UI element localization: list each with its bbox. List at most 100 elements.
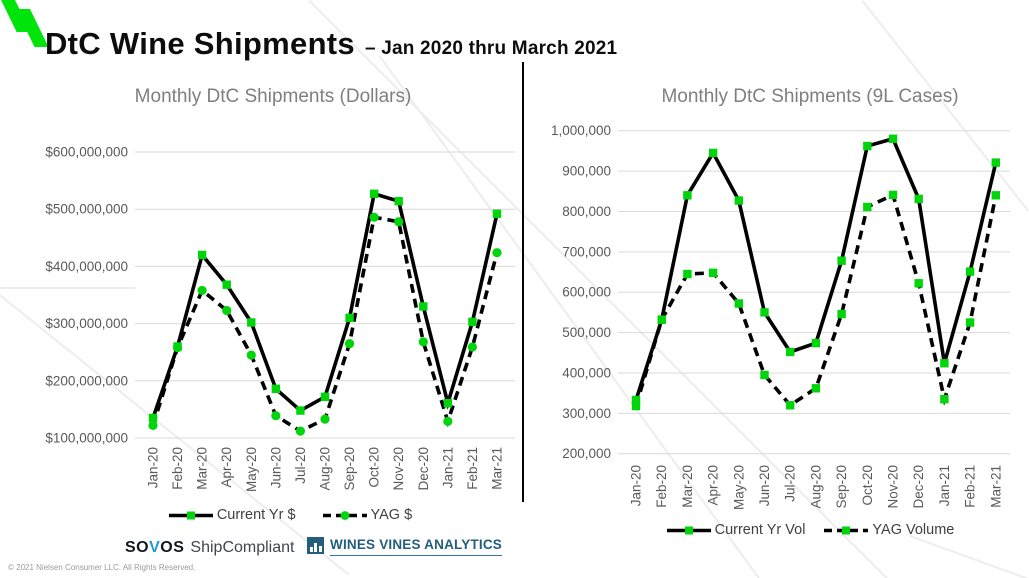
y-tick-label: 400,000 — [562, 365, 611, 380]
y-tick-label: 300,000 — [562, 406, 611, 421]
legend-label-current-yr-vol: Current Yr Vol — [714, 522, 806, 538]
data-point-marker — [914, 194, 923, 204]
series-markers-current-yr-vol — [631, 134, 1000, 405]
x-axis-labels: Jan-20 Feb-20 Mar-20 Apr-20 May-20 Jun-20 Jul-… — [629, 465, 1004, 510]
cases-chart-legend: Current Yr Vol YAG Volume — [560, 522, 1029, 538]
x-axis-labels: Jan-20 Feb-20 Mar-20 Apr-20 May-20 Jun-20 Jul-… — [146, 447, 505, 492]
y-tick-label: $100,000,000 — [45, 431, 128, 446]
x-tick-label: Jan-20 — [146, 447, 161, 488]
x-tick-label: Mar-20 — [680, 465, 695, 508]
y-tick-label: 600,000 — [562, 285, 611, 300]
data-point-marker — [222, 280, 231, 289]
data-point-marker — [837, 309, 846, 319]
data-point-marker — [320, 392, 330, 402]
legend-marker-sample — [842, 526, 851, 534]
data-point-marker — [271, 384, 281, 394]
data-point-marker — [965, 267, 975, 276]
x-tick-label: Mar-21 — [489, 447, 504, 490]
data-point-marker — [888, 190, 898, 200]
y-tick-label: $600,000,000 — [45, 145, 128, 160]
series-line-yag-volume — [634, 192, 998, 408]
x-tick-label: Apr-20 — [219, 447, 234, 488]
legend-swatch-yag- — [322, 510, 367, 520]
x-tick-label: Jul-20 — [783, 465, 798, 502]
data-point-marker — [344, 339, 355, 349]
data-point-marker — [148, 420, 158, 431]
data-point-marker — [172, 343, 183, 353]
cases-chart-title: Monthly DtC Shipments (9L Cases) — [661, 86, 959, 107]
data-point-marker — [760, 308, 769, 317]
x-tick-label: Mar-21 — [988, 465, 1003, 508]
x-tick-label: Aug-20 — [317, 447, 332, 491]
data-point-marker — [148, 413, 158, 423]
x-tick-label: Oct-20 — [860, 465, 875, 506]
data-point-marker — [888, 134, 898, 143]
data-point-marker — [734, 299, 743, 308]
background-horizontal-line — [0, 287, 135, 289]
y-tick-label: $400,000,000 — [45, 259, 128, 274]
page-title: DtC Wine Shipments – Jan 2020 thru March … — [45, 26, 617, 62]
data-point-marker — [222, 305, 232, 316]
data-point-marker — [863, 141, 872, 151]
data-point-marker — [991, 158, 1000, 167]
data-point-marker — [247, 318, 256, 327]
legend-swatch-current-yr- — [168, 511, 213, 519]
x-tick-label: Aug-20 — [808, 465, 823, 509]
series-markers-yag-volume — [631, 190, 1000, 411]
x-tick-label: Nov-20 — [391, 447, 406, 491]
data-point-marker — [811, 338, 821, 348]
y-axis-labels: 200,000 300,000 400,000 500,000 600,000 700,0… — [551, 123, 611, 461]
data-point-marker — [657, 315, 666, 324]
data-point-marker — [296, 406, 305, 415]
x-tick-label: Nov-20 — [886, 465, 901, 509]
panel-divider — [522, 62, 524, 502]
data-point-marker — [991, 191, 1000, 200]
y-tick-label: $300,000,000 — [45, 316, 128, 331]
data-point-marker — [708, 148, 718, 158]
legend-label-current-yr-: Current Yr $ — [216, 507, 296, 523]
x-tick-label: Feb-21 — [963, 465, 978, 508]
title-main: DtC Wine Shipments — [45, 26, 355, 61]
title-subtitle: – Jan 2020 thru March 2021 — [364, 38, 618, 59]
legend-label-yag-volume: YAG Volume — [872, 522, 955, 538]
y-axis-labels: $100,000,000 $200,000,000 $300,000,000 $400… — [45, 145, 128, 446]
y-tick-label: 900,000 — [562, 164, 611, 179]
data-point-marker — [345, 313, 354, 323]
data-point-marker — [320, 414, 330, 424]
data-point-marker — [631, 401, 641, 411]
x-tick-label: Jun-20 — [268, 447, 283, 488]
sovos-shipcompliant-logo: SOVOS ShipCompliant — [125, 539, 294, 557]
legend-marker-sample — [340, 510, 349, 520]
wines-vines-analytics-logo: WINES VINES ANALYTICS — [307, 537, 502, 556]
legend-item-yag-volume: YAG Volume — [823, 522, 954, 538]
data-point-marker — [940, 394, 949, 404]
data-point-marker — [418, 337, 428, 347]
data-point-marker — [940, 359, 949, 368]
y-tick-label: 1,000,000 — [551, 123, 611, 138]
y-tick-label: 800,000 — [562, 204, 611, 219]
x-tick-label: May-20 — [244, 447, 259, 492]
dollars-chart-legend: Current Yr $ YAG $ — [40, 507, 540, 523]
legend-item-current-yr-vol: Current Yr Vol — [666, 522, 806, 538]
data-point-marker — [492, 248, 502, 258]
data-point-marker — [760, 370, 769, 380]
sovos-wordmark: SOVOS — [125, 539, 185, 556]
data-point-marker — [369, 189, 379, 198]
shipcompliant-wordmark: ShipCompliant — [190, 539, 295, 556]
data-point-marker — [467, 342, 478, 352]
legend-marker-sample — [684, 526, 693, 534]
x-tick-label: Oct-20 — [367, 447, 382, 488]
data-point-marker — [631, 395, 641, 405]
data-point-marker — [197, 285, 207, 296]
data-point-marker — [837, 256, 846, 265]
data-point-marker — [419, 302, 428, 311]
x-tick-label: Jan-21 — [937, 465, 952, 506]
x-tick-label: Sep-20 — [342, 447, 357, 491]
data-point-marker — [443, 398, 453, 408]
wines-vines-analytics-wordmark: WINES VINES ANALYTICS — [330, 537, 502, 556]
data-point-marker — [914, 279, 923, 288]
gridlines — [135, 151, 515, 439]
data-point-marker — [786, 401, 795, 410]
legend-swatch-yag-volume — [824, 526, 869, 534]
y-tick-label: 200,000 — [562, 446, 611, 461]
